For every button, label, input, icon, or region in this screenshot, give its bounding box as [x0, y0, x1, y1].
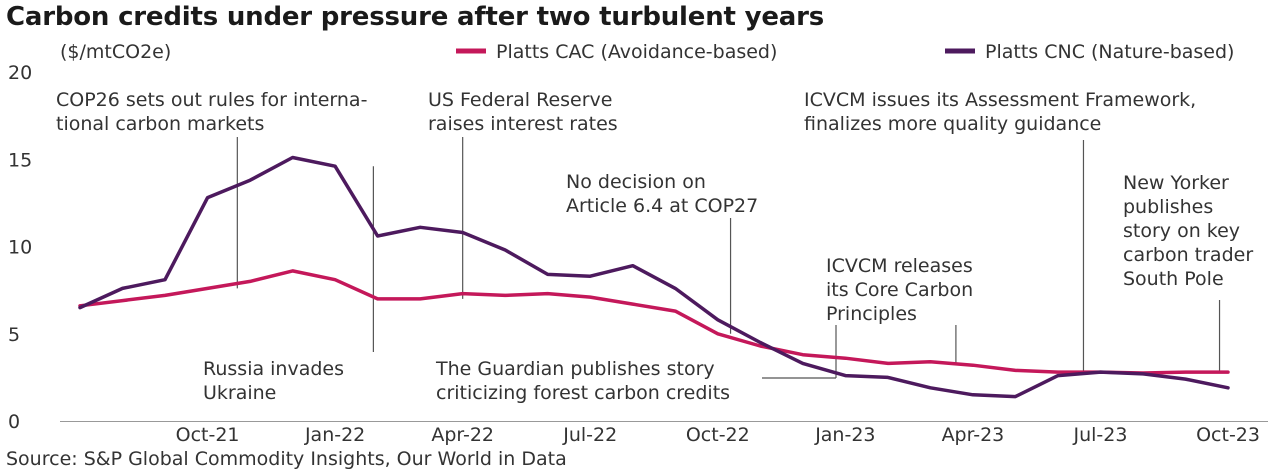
annotation-text: New Yorker [1123, 172, 1229, 194]
x-tick-label: Jul-22 [562, 424, 617, 446]
x-tick-label: Oct-23 [1196, 424, 1260, 446]
annotation-text: The Guardian publishes story [435, 358, 715, 380]
series-line-cnc [78, 155, 1230, 399]
legend-label-cnc: Platts CNC (Nature-based) [985, 41, 1234, 63]
y-axis-label: ($/mtCO2e) [60, 41, 171, 63]
y-tick-label: 15 [8, 149, 32, 171]
x-tick-label: Apr-23 [942, 424, 1005, 446]
annotation-text: publishes [1123, 196, 1213, 218]
series-line-cac [78, 269, 1230, 375]
annotation-text: South Pole [1123, 268, 1224, 290]
y-tick-label: 20 [8, 62, 32, 84]
y-tick-label: 0 [8, 411, 20, 433]
annotation-text: Principles [826, 303, 917, 325]
x-tick-label: Oct-22 [686, 424, 750, 446]
annotation-text: Ukraine [203, 382, 276, 404]
y-tick-label: 5 [8, 324, 20, 346]
annotation-text: carbon trader [1123, 244, 1253, 266]
annotation-text: No decision on [566, 171, 706, 193]
x-tick-label: Oct-21 [176, 424, 240, 446]
annotation-text: finalizes more quality guidance [804, 113, 1101, 135]
annotation-text: Article 6.4 at COP27 [566, 195, 758, 217]
annotation-text: COP26 sets out rules for interna- [56, 89, 367, 111]
x-tick-label: Jan-22 [304, 424, 365, 446]
annotation-text: criticizing forest carbon credits [436, 382, 730, 404]
x-tick-label: Apr-22 [431, 424, 494, 446]
annotation-text: its Core Carbon [826, 279, 973, 301]
x-tick-label: Jan-23 [814, 424, 875, 446]
annotation-text: ICVCM releases [826, 255, 973, 277]
annotation-text: Russia invades [203, 358, 344, 380]
annotation-text: US Federal Reserve [428, 89, 612, 111]
annotation-text: raises interest rates [428, 113, 618, 135]
chart-title: Carbon credits under pressure after two … [6, 2, 825, 32]
source-note: Source: S&P Global Commodity Insights, O… [6, 448, 567, 470]
legend-label-cac: Platts CAC (Avoidance-based) [496, 41, 777, 63]
x-tick-label: Jul-23 [1072, 424, 1127, 446]
annotation-text: tional carbon markets [56, 113, 264, 135]
annotation-text: ICVCM issues its Assessment Framework, [804, 89, 1196, 111]
annotation-text: story on key [1123, 220, 1240, 242]
y-tick-label: 10 [8, 237, 32, 259]
